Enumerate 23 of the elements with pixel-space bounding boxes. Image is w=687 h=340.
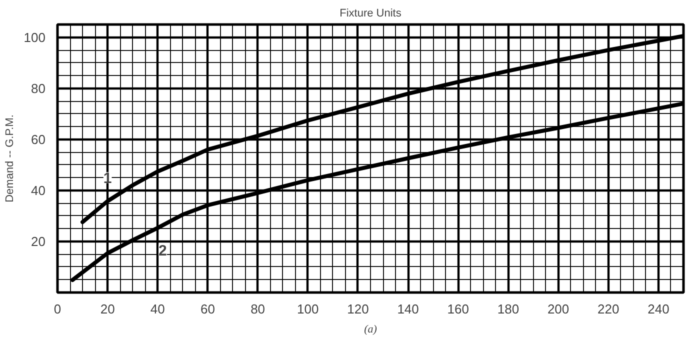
x-tick-label: 220 xyxy=(598,302,620,316)
text: (a) xyxy=(364,324,378,336)
x-tick-label: 140 xyxy=(397,302,419,316)
x-tick-label: 100 xyxy=(297,302,319,316)
x-tick-label: 60 xyxy=(200,302,215,316)
annotation: 2 xyxy=(158,242,167,260)
x-tick-label: 200 xyxy=(547,302,570,316)
annotation: 1 xyxy=(103,170,112,188)
x-tick-label: 160 xyxy=(447,302,469,316)
x-tick-label: 20 xyxy=(100,302,115,316)
x-tick-label: 80 xyxy=(250,302,266,316)
y-axis-title: Demand -- G.P.M. xyxy=(4,114,16,202)
y-tick-label: 100 xyxy=(24,30,46,45)
x-tick-label: 120 xyxy=(347,302,369,316)
chart-title: Fixture Units xyxy=(340,8,402,20)
x-tick-label: 240 xyxy=(648,302,670,316)
y-tick-label: 80 xyxy=(31,80,46,96)
y-tick-label: 40 xyxy=(31,182,46,198)
y-tick-label: 60 xyxy=(31,132,46,147)
y-tick-label: 20 xyxy=(31,234,46,249)
x-tick-label: 180 xyxy=(497,302,520,316)
x-tick-label: 0 xyxy=(54,302,62,316)
x-tick-label: 40 xyxy=(150,302,165,316)
